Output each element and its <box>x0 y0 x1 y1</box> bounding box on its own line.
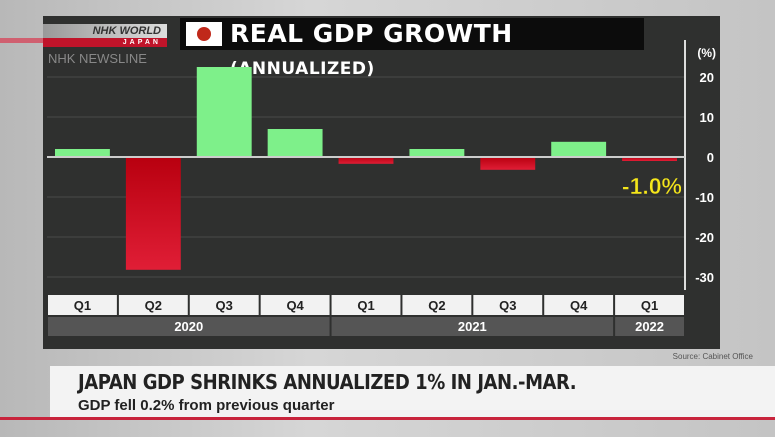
quarter-label: Q1 <box>74 298 91 313</box>
quarter-cell <box>48 295 117 315</box>
bar-q3 <box>196 67 252 157</box>
chart-title: REAL GDP GROWTH (ANNUALIZED) <box>180 18 644 79</box>
y-tick-label: -10 <box>695 190 714 205</box>
quarter-label: Q2 <box>428 298 445 313</box>
bar-q4 <box>267 129 323 157</box>
lower-third <box>50 366 775 418</box>
y-tick-label: -20 <box>695 230 714 245</box>
quarter-cell <box>473 295 543 315</box>
quarter-cell <box>615 295 684 315</box>
y-tick-label: 20 <box>700 70 714 85</box>
y-tick-label: -30 <box>695 270 714 285</box>
quarter-cell <box>118 295 188 315</box>
quarter-label: Q3 <box>216 298 233 313</box>
source-note: Source: Cabinet Office <box>672 352 753 361</box>
bar-q2 <box>125 157 181 270</box>
quarter-cell <box>544 295 614 315</box>
bar-q4 <box>551 141 607 157</box>
subheadline: GDP fell 0.2% from previous quarter <box>78 397 335 414</box>
quarter-cell <box>402 295 472 315</box>
bar-q1 <box>55 149 110 157</box>
japan-flag-icon <box>186 22 222 46</box>
red-stripe <box>0 417 775 420</box>
year-cell <box>48 317 330 336</box>
bar-q3 <box>480 157 536 170</box>
y-tick-label: 10 <box>700 110 714 125</box>
year-label: 2021 <box>458 319 487 334</box>
quarter-label: Q3 <box>499 298 516 313</box>
quarter-label: Q2 <box>145 298 162 313</box>
data-label: -1.0% <box>622 173 682 199</box>
quarter-label: Q4 <box>570 298 588 313</box>
quarter-label: Q4 <box>286 298 304 313</box>
bar-q1 <box>338 157 394 164</box>
quarter-cell <box>260 295 330 315</box>
quarter-label: Q1 <box>357 298 374 313</box>
quarter-cell <box>331 295 401 315</box>
program-name: NHK NEWSLINE <box>48 51 147 66</box>
y-axis-unit: (%) <box>697 46 716 60</box>
year-label: 2022 <box>635 319 664 334</box>
quarter-cell <box>189 295 259 315</box>
bar-q1 <box>622 157 677 161</box>
year-cell <box>331 317 614 336</box>
bar-q2 <box>409 149 465 157</box>
nhk-world-logo: NHK WORLD JAPAN <box>43 24 167 47</box>
accent-line <box>0 38 43 43</box>
y-tick-label: 0 <box>707 150 714 165</box>
headline: JAPAN GDP SHRINKS ANNUALIZED 1% IN JAN.-… <box>78 370 577 394</box>
quarter-label: Q1 <box>641 298 658 313</box>
year-label: 2020 <box>174 319 203 334</box>
year-cell <box>615 317 684 336</box>
